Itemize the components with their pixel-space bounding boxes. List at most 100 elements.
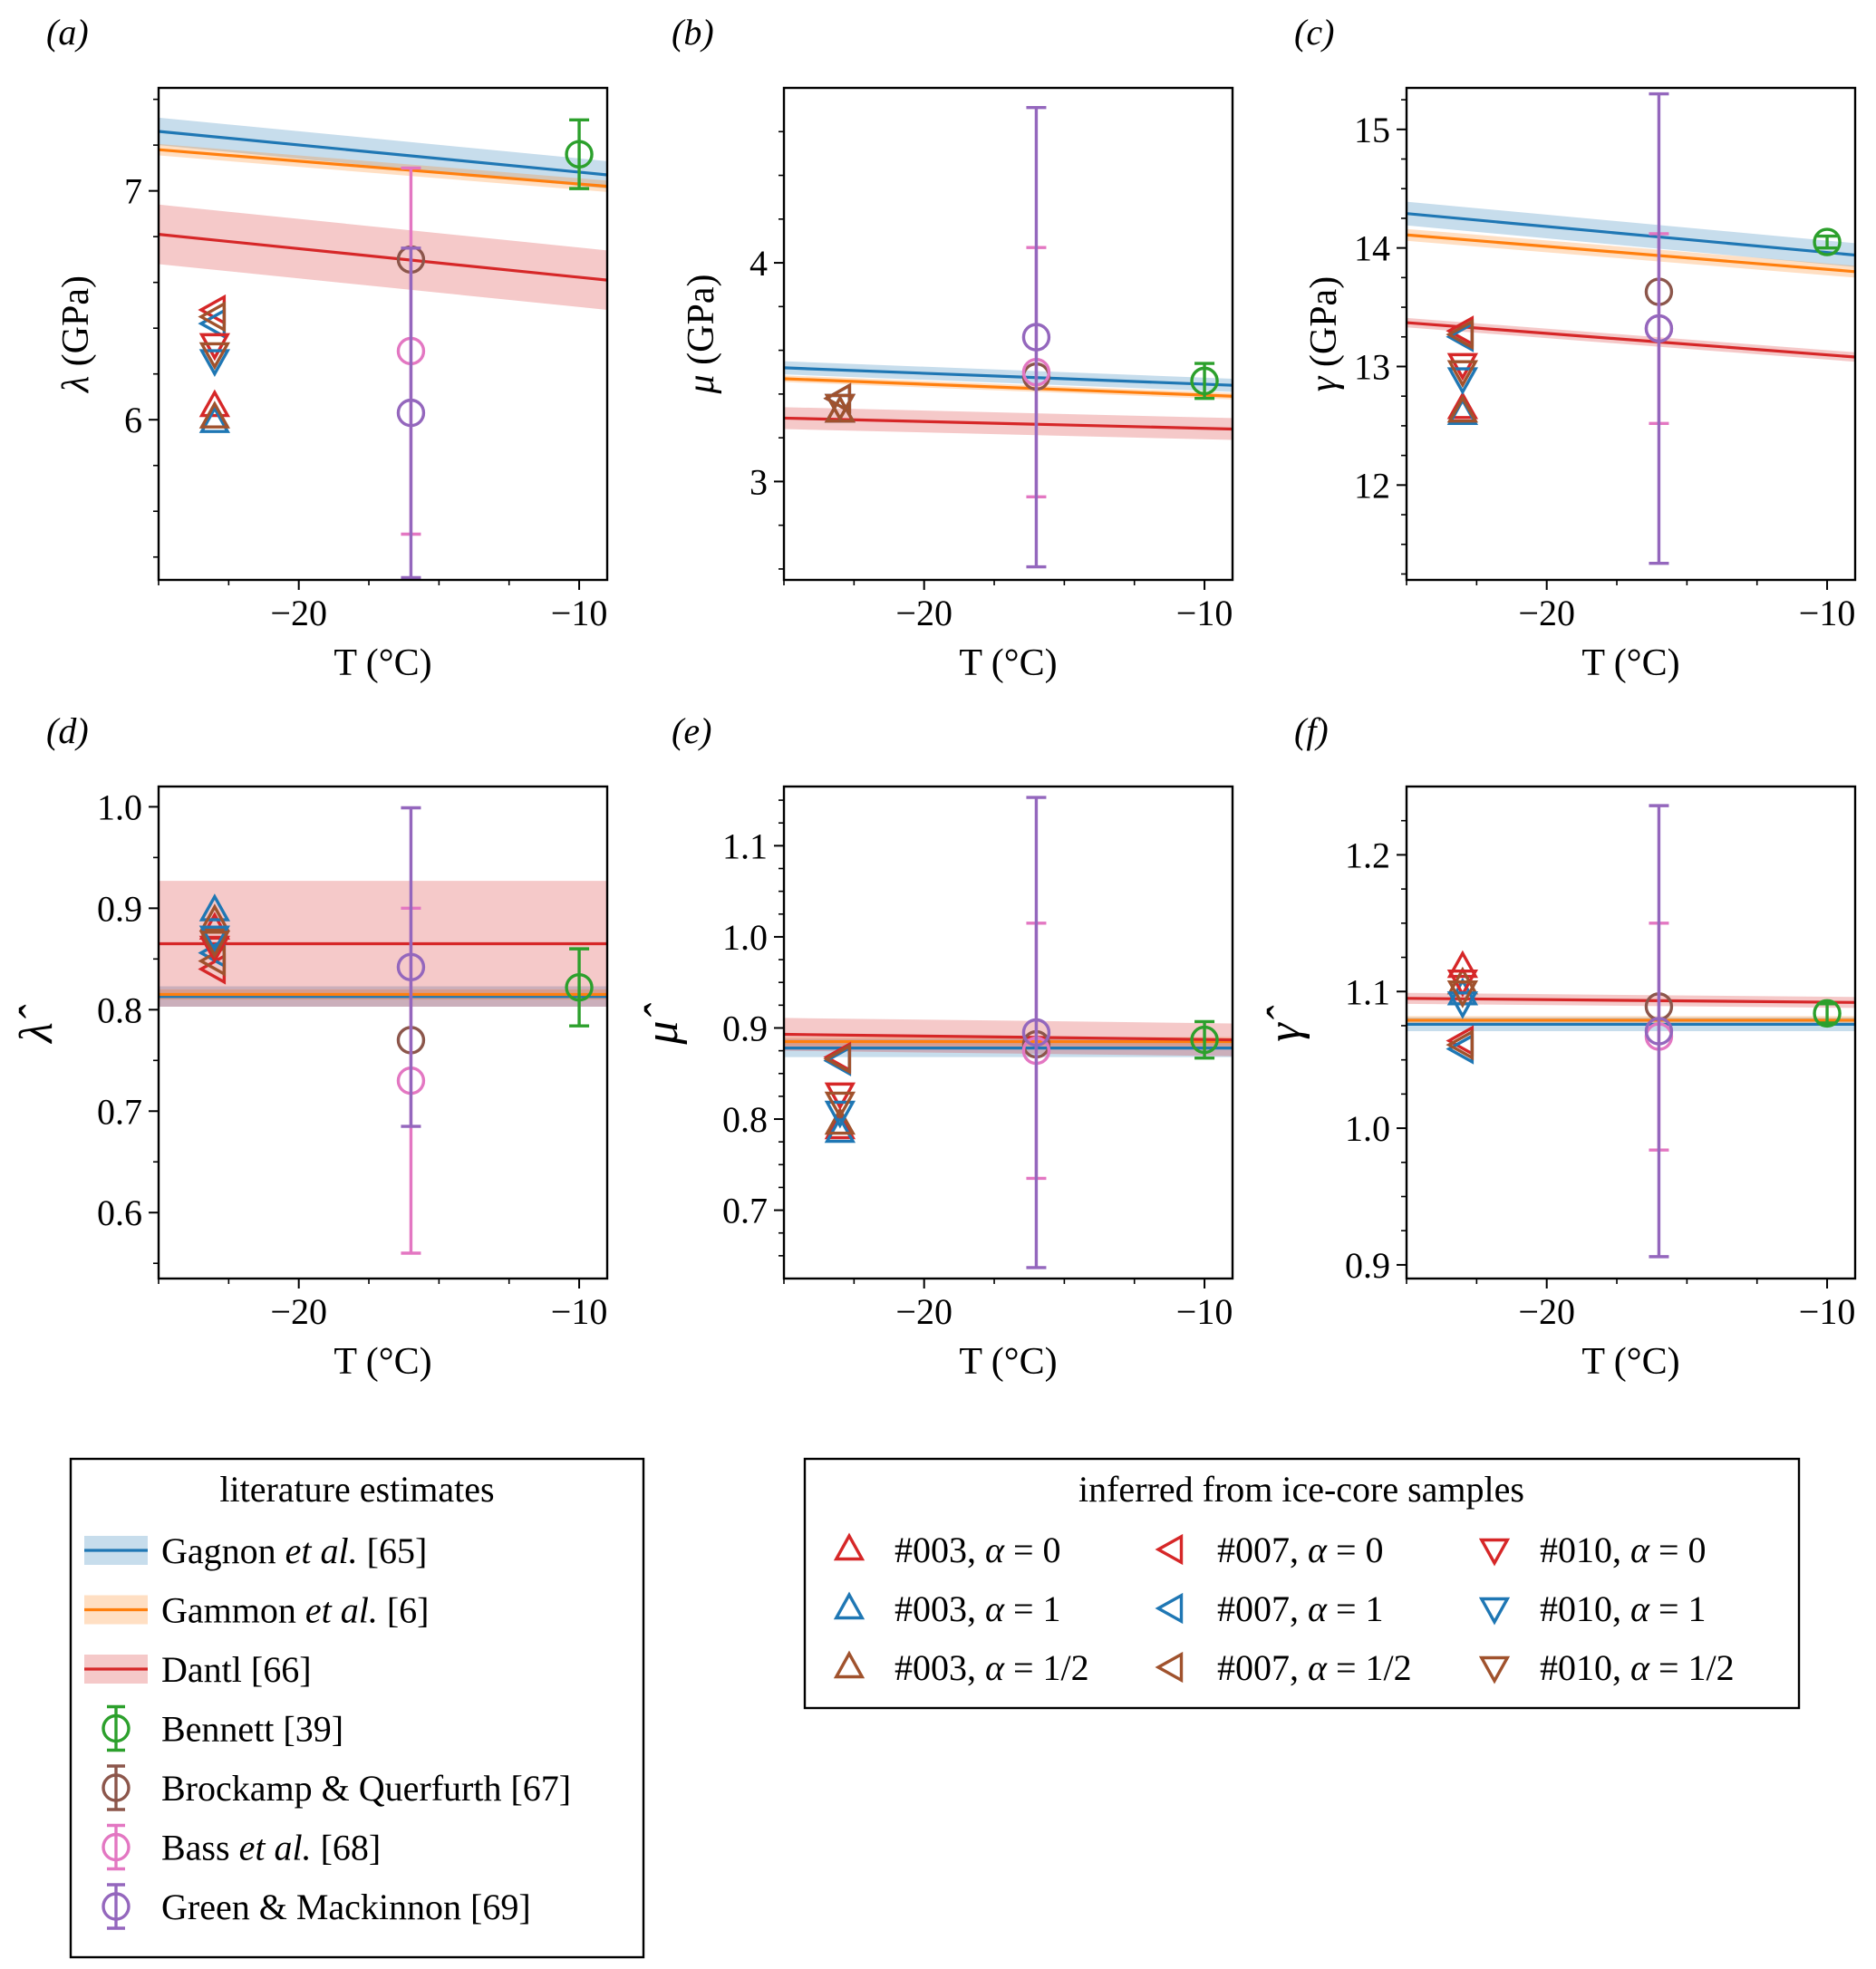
y-tick-label: 0.9: [722, 1008, 768, 1048]
legend-alpha-value: = 0: [1327, 1530, 1384, 1570]
legend-sample-label: #007, α = 1: [1217, 1588, 1384, 1629]
legend-sample-up-ahalf: #003, α = 1/2: [833, 1647, 1089, 1688]
legend-sample-id: #007,: [1217, 1588, 1308, 1629]
legend-item-label: Dantl [66]: [161, 1649, 312, 1690]
axes-frame: [1405, 785, 1857, 1280]
legend-sample-label: #010, α = 1: [1540, 1588, 1707, 1629]
axes-frame: [782, 785, 1234, 1280]
sample-marker-down-ahalf: [198, 342, 231, 371]
y-axis-symbol: γ̂: [1259, 1005, 1310, 1041]
y-tick-label: 12: [1354, 465, 1390, 506]
panel-label: (c): [1294, 12, 1334, 53]
point-green: [1644, 314, 1674, 343]
legend-sample-left-a0: #007, α = 0: [1155, 1530, 1384, 1570]
sample-marker-left-ahalf: [1446, 1028, 1475, 1061]
line-dantl: [1407, 321, 1855, 359]
point-bennett: [1190, 366, 1219, 396]
x-tick-label: −10: [1799, 593, 1856, 633]
legend-sample-down-a0: #010, α = 0: [1478, 1530, 1707, 1570]
legend-sample-id: #003,: [894, 1647, 985, 1688]
legend-item-label: Bass et al. [68]: [161, 1828, 381, 1868]
legend-point-marker: [102, 1892, 131, 1921]
legend-sample-id: #010,: [1540, 1647, 1630, 1688]
legend-alpha-value: = 0: [1649, 1530, 1707, 1570]
plot-area: [1407, 92, 1855, 565]
legend-samples-frame: [803, 1457, 1801, 1710]
line-dantl: [784, 416, 1233, 431]
legend-label-part: Gammon: [161, 1590, 305, 1631]
x-tick-label: −10: [551, 1291, 608, 1332]
panel-d: −20 −10 0.6 0.7 0.8 0.9 1.0(d) T (°C) λ̂: [11, 710, 609, 1383]
y-axis-symbol: λ: [55, 376, 97, 394]
legend-item-dantl: Dantl [66]: [84, 1649, 312, 1690]
point-bennett: [565, 140, 594, 169]
legend-sample-marker: [833, 1532, 865, 1561]
legend-item-brockamp: Brockamp & Querfurth [67]: [102, 1764, 571, 1811]
panel-label: (e): [672, 710, 711, 751]
legend-sample-marker: [1155, 1533, 1184, 1566]
legend-sample-down-ahalf: #010, α = 1/2: [1478, 1647, 1735, 1688]
sample-marker-down-a1: [824, 1100, 856, 1129]
y-tick-label: 1.1: [722, 825, 768, 866]
line-gammon: [159, 148, 607, 188]
x-tick-label: −10: [1176, 593, 1233, 633]
legend-label-part: Dantl [66]: [161, 1649, 312, 1690]
legend-label-part: Gagnon: [161, 1530, 285, 1571]
sample-marker-up-ahalf: [824, 1106, 856, 1135]
point-bennett: [1190, 1025, 1219, 1055]
legend-sample-marker: [1155, 1651, 1184, 1684]
legend-sample-label: #003, α = 1: [894, 1588, 1061, 1629]
y-axis-label: γ (GPa): [1303, 276, 1345, 391]
y-tick-label: 0.6: [97, 1192, 142, 1233]
y-axis-unit: (GPa): [681, 275, 722, 375]
legend-label-italic: et al.: [305, 1590, 378, 1631]
y-tick-label: 13: [1354, 346, 1390, 387]
x-axis-label: T (°C): [959, 642, 1057, 684]
sample-marker-up-a0: [1446, 950, 1479, 979]
line-gagnon: [784, 366, 1233, 387]
legend-literature-frame: [69, 1457, 645, 1959]
legend-alpha-symbol: α: [985, 1588, 1005, 1629]
sample-marker-left-ahalf: [1446, 319, 1475, 351]
line-gammon: [1407, 233, 1855, 274]
x-tick-label: −20: [1518, 1291, 1575, 1332]
legend-sample-label: #003, α = 0: [894, 1530, 1061, 1570]
sample-marker-down-a1: [1446, 367, 1479, 396]
legend-sample-marker: [1155, 1592, 1184, 1625]
y-axis-label: μ̂: [636, 1002, 688, 1045]
legend-alpha-symbol: α: [1630, 1588, 1650, 1629]
panel-label: (d): [46, 710, 89, 751]
y-tick-label: 0.8: [97, 989, 142, 1030]
legend-sample-marker: [1478, 1597, 1511, 1626]
x-tick-label: −10: [1799, 1291, 1856, 1332]
sample-marker-up-a1: [198, 405, 231, 433]
line-gagnon: [159, 130, 607, 177]
legend-label-italic: et al.: [285, 1530, 358, 1571]
line-dantl: [159, 233, 607, 282]
legend-sample-marker: [1478, 1655, 1511, 1684]
point-bennett: [1813, 227, 1842, 256]
legend-label-part: Bass: [161, 1828, 239, 1868]
axes-frame: [1405, 86, 1857, 582]
y-tick-label: 1.1: [1345, 971, 1390, 1012]
panel-label: (a): [46, 12, 89, 53]
x-axis-label: T (°C): [1581, 642, 1679, 684]
legend-sample-left-a1: #007, α = 1: [1155, 1588, 1384, 1629]
y-axis-symbol: μ̂: [636, 1002, 688, 1045]
legend-sample-label: #010, α = 0: [1540, 1530, 1707, 1570]
sample-marker-up-a1: [198, 893, 231, 922]
legend-item-label: Gagnon et al. [65]: [161, 1530, 427, 1571]
legend-sample-up-a1: #003, α = 1: [833, 1588, 1061, 1629]
legend-sample-id: #007,: [1217, 1530, 1308, 1570]
x-axis-label: T (°C): [1581, 1341, 1679, 1383]
legend-item-bennett: Bennett [39]: [102, 1704, 343, 1752]
legend-sample-id: #010,: [1540, 1530, 1630, 1570]
y-tick-label: 1.0: [1345, 1108, 1390, 1149]
panel-label: (b): [672, 12, 714, 53]
legend-point-marker: [102, 1713, 131, 1743]
x-axis-label: T (°C): [334, 1341, 431, 1383]
legend-point-marker: [102, 1832, 131, 1862]
legend-label-part: Brockamp & Querfurth [67]: [161, 1768, 571, 1809]
point-green: [1644, 1017, 1674, 1046]
y-tick-label: 7: [124, 171, 142, 212]
